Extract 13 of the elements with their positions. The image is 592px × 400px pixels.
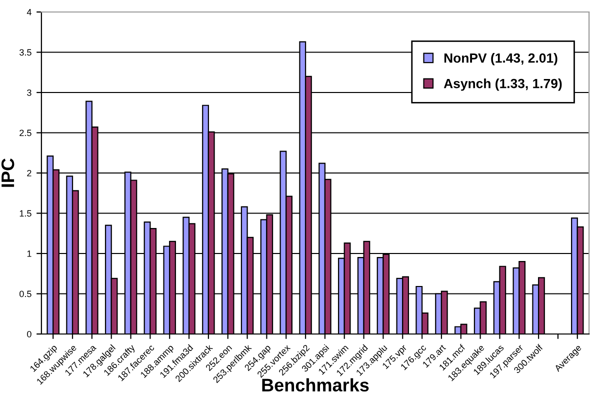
y-axis-title: IPC (1, 158, 14, 187)
y-tick-label: 2 (27, 170, 32, 176)
x-axis-title: Benchmarks (262, 378, 369, 392)
y-tick-label: 0.5 (20, 290, 32, 298)
y-tick-label: 3 (27, 89, 32, 96)
y-tick-label: 1 (27, 250, 32, 257)
y-tick-label: 2.5 (20, 130, 32, 136)
y-tick-label: 3.5 (20, 49, 32, 56)
legend-label: NonPV (1.43, 2.01) (444, 53, 558, 66)
y-tick-label: 1.5 (20, 210, 32, 217)
y-tick-label: 4 (26, 9, 32, 16)
y-tick-label: 0 (27, 330, 32, 338)
legend-label: Asynch (1.33, 1.79) (444, 78, 562, 91)
